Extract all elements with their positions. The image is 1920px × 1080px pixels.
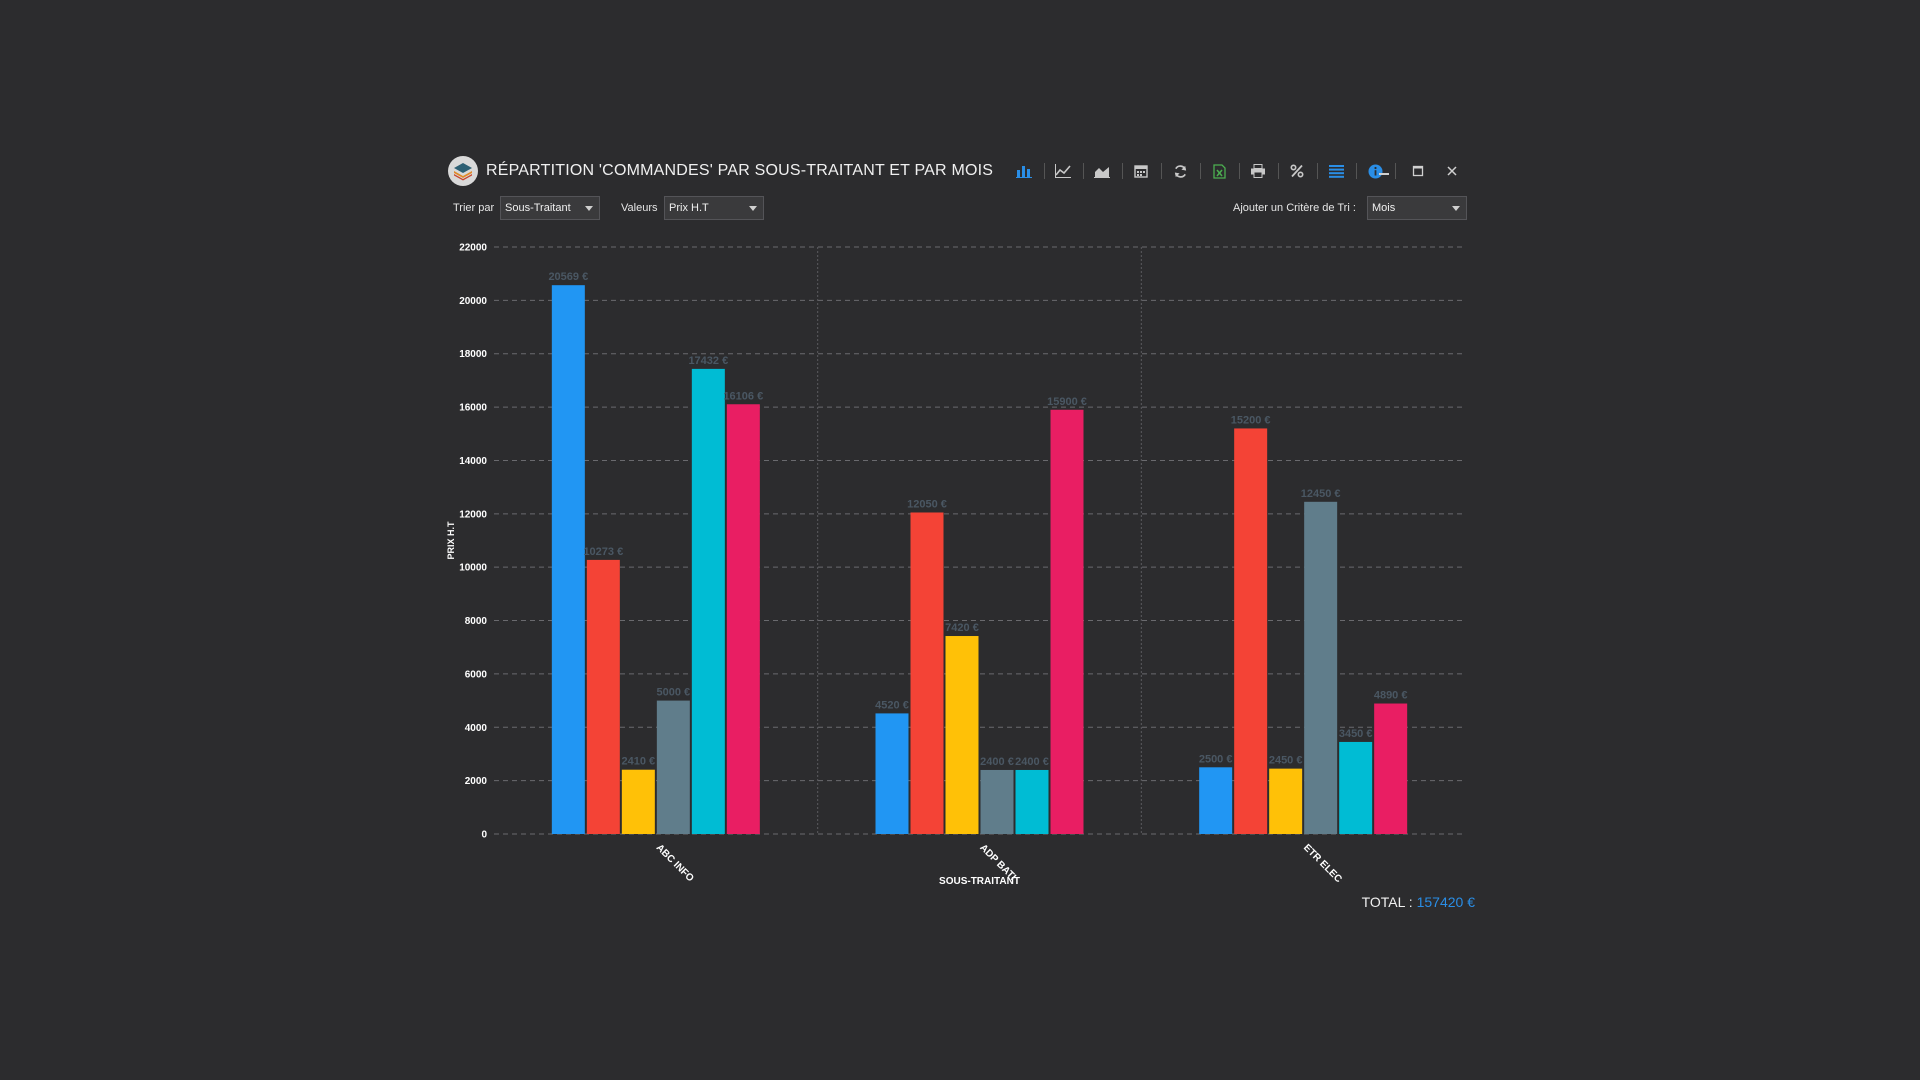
toolbar-separator [1356, 163, 1357, 179]
y-axis-title: PRIX H.T [446, 521, 456, 560]
data-label: 15200 € [1231, 414, 1271, 426]
y-tick-label: 2000 [465, 776, 488, 787]
chevron-down-icon [749, 206, 757, 211]
bar [945, 636, 979, 834]
total-value: 157420 € [1416, 894, 1475, 910]
info-icon[interactable] [1361, 159, 1389, 183]
app-logo-icon [448, 156, 478, 186]
y-tick-label: 18000 [459, 349, 487, 360]
data-label: 15900 € [1047, 396, 1087, 408]
line-chart-icon[interactable] [1049, 159, 1077, 183]
bar [691, 368, 725, 834]
data-label: 17432 € [688, 355, 728, 367]
window-controls [1367, 159, 1469, 183]
bar [1339, 741, 1373, 834]
data-label: 4890 € [1374, 690, 1408, 702]
y-tick-label: 14000 [459, 456, 487, 467]
y-tick-label: 20000 [459, 296, 487, 307]
sort-select[interactable]: Sous-Traitant [500, 196, 600, 220]
criteria-select-value: Mois [1372, 202, 1396, 214]
x-tick-label: ABC INFO [654, 842, 696, 884]
maximize-icon[interactable] [1401, 159, 1435, 183]
bar [551, 285, 585, 835]
sort-label: Trier par [453, 202, 495, 214]
toolbar-separator [1200, 163, 1201, 179]
sort-select-value: Sous-Traitant [505, 202, 571, 214]
data-label: 10273 € [583, 546, 623, 558]
bar-chart-icon[interactable] [1010, 159, 1038, 183]
values-select[interactable]: Prix H.T [664, 196, 764, 220]
close-icon[interactable] [1435, 159, 1469, 183]
criteria-label: Ajouter un Critère de Tri : [1233, 202, 1356, 214]
bar [1269, 768, 1303, 834]
data-label: 2400 € [1015, 756, 1049, 768]
y-tick-label: 12000 [459, 509, 487, 520]
refresh-icon[interactable] [1166, 159, 1194, 183]
window-title: RÉPARTITION 'COMMANDES' PAR SOUS-TRAITAN… [486, 162, 994, 179]
bar [1015, 769, 1049, 834]
values-select-value: Prix H.T [669, 202, 709, 214]
x-tick-label: ETR ELEC [1301, 842, 1344, 885]
toolbar-separator [1395, 163, 1396, 179]
calendar-icon[interactable] [1127, 159, 1155, 183]
y-tick-label: 16000 [459, 403, 487, 414]
minimize-icon[interactable] [1367, 159, 1401, 183]
y-tick-label: 0 [481, 830, 487, 841]
bar-chart: 0 2000 4000 6000 8000 10000 12000 14000 16000 180… [446, 243, 1465, 887]
data-label: 5000 € [657, 687, 691, 699]
toolbar-separator [1278, 163, 1279, 179]
filter-bar: Trier par Sous-Traitant Valeurs Prix H.T… [440, 195, 1475, 223]
total-summary: TOTAL : 157420 € [1362, 894, 1475, 910]
toolbar-separator [1083, 163, 1084, 179]
toolbar-separator [1044, 163, 1045, 179]
bar [726, 404, 760, 834]
data-label: 2410 € [622, 756, 656, 768]
bar [980, 769, 1014, 834]
total-label: TOTAL : [1361, 894, 1413, 910]
data-label: 12050 € [907, 498, 947, 510]
data-label: 2450 € [1269, 755, 1303, 767]
y-tick-label: 6000 [465, 669, 488, 680]
bar [621, 769, 655, 834]
bar [875, 713, 909, 834]
data-label: 20569 € [548, 271, 588, 283]
data-label: 4520 € [875, 699, 909, 711]
x-axis-title: SOUS-TRAITANT [939, 876, 1020, 887]
data-label: 3450 € [1339, 728, 1373, 740]
toolbar-separator [1122, 163, 1123, 179]
area-chart-icon[interactable] [1088, 159, 1116, 183]
bar [656, 700, 690, 834]
chevron-down-icon [1452, 206, 1460, 211]
title-bar: RÉPARTITION 'COMMANDES' PAR SOUS-TRAITAN… [440, 150, 1475, 192]
values-label: Valeurs [621, 202, 658, 214]
toolbar [1010, 159, 1400, 183]
list-icon[interactable] [1322, 159, 1350, 183]
bar [1304, 501, 1338, 834]
toolbar-separator [1317, 163, 1318, 179]
percent-icon[interactable] [1283, 159, 1311, 183]
data-label: 2500 € [1199, 753, 1233, 765]
bar [1234, 428, 1268, 834]
chart-window: RÉPARTITION 'COMMANDES' PAR SOUS-TRAITAN… [440, 150, 1475, 925]
data-label: 7420 € [945, 622, 979, 634]
chevron-down-icon [585, 206, 593, 211]
bar [1050, 409, 1084, 834]
bar [1374, 703, 1408, 834]
y-tick-label: 4000 [465, 723, 488, 734]
excel-export-icon[interactable] [1205, 159, 1233, 183]
print-icon[interactable] [1244, 159, 1272, 183]
y-tick-label: 8000 [465, 616, 488, 627]
data-label: 2400 € [980, 756, 1014, 768]
bar [1199, 767, 1233, 834]
bar [910, 512, 944, 834]
bar [586, 559, 620, 834]
data-label: 12450 € [1301, 488, 1341, 500]
data-label: 16106 € [723, 390, 763, 402]
criteria-select[interactable]: Mois [1367, 196, 1467, 220]
toolbar-separator [1161, 163, 1162, 179]
y-tick-label: 10000 [459, 563, 487, 574]
toolbar-separator [1239, 163, 1240, 179]
y-tick-label: 22000 [459, 243, 487, 254]
